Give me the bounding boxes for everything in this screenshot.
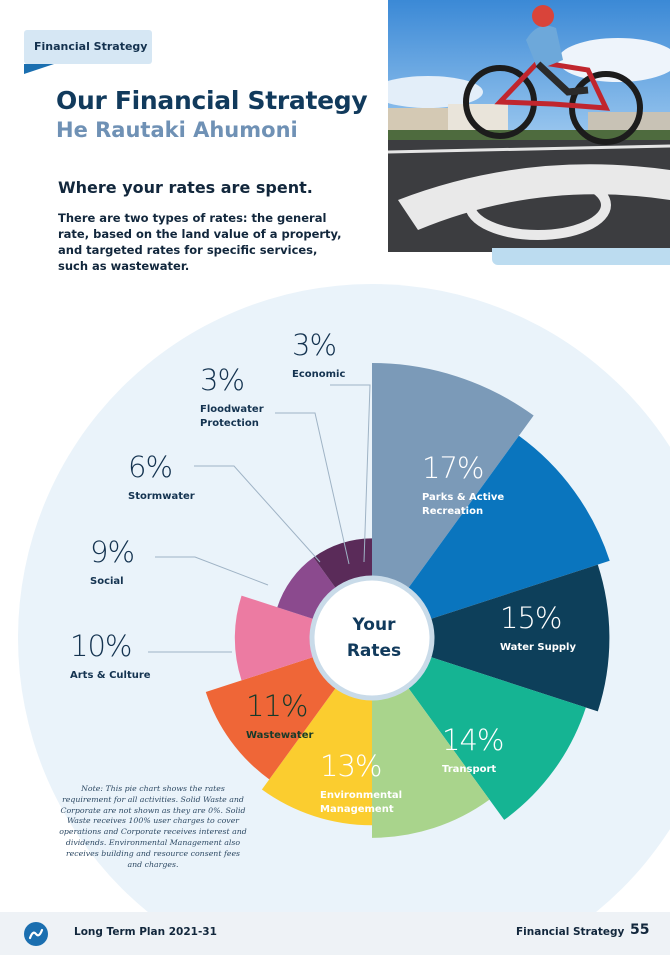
- slice-percent-stormwater: 6%: [128, 450, 172, 484]
- footer-section-title: Financial Strategy: [516, 926, 625, 938]
- slice-label-wastewater: Wastewater: [246, 730, 313, 741]
- page-number: 55: [630, 922, 650, 938]
- slice-label-stormwater: Stormwater: [128, 491, 195, 502]
- footer-plan-title: Long Term Plan 2021-31: [74, 926, 217, 938]
- slice-percent-environmental-management: 13%: [320, 749, 381, 783]
- chart-note: Note: This pie chart shows the rates req…: [59, 784, 247, 869]
- rates-pie-chart: Your Rates 17% Parks & Active Recreation 15…: [18, 284, 670, 912]
- slice-label-environmental-management: Environmental Management: [320, 790, 402, 815]
- slice-percent-wastewater: 11%: [246, 689, 307, 723]
- pie-slice-social: [205, 657, 336, 780]
- slice-percent-economic: 3%: [292, 328, 336, 362]
- slice-label-water-supply: Water Supply: [500, 642, 576, 653]
- slice-label-transport: Transport: [442, 764, 496, 775]
- pie-slice-floodwater-protection: [277, 557, 336, 619]
- pie-slice-arts-culture: [261, 688, 372, 826]
- leader-line-social: [155, 556, 269, 586]
- section-heading: Where your rates are spent.: [58, 178, 313, 197]
- slice-percent-transport: 14%: [442, 723, 503, 757]
- slice-percent-floodwater-protection: 3%: [200, 363, 244, 397]
- slice-percent-water-supply: 15%: [500, 601, 561, 635]
- section-tag-tail: [24, 64, 54, 74]
- slice-label-social: Social: [90, 576, 124, 587]
- pie-slice-water-supply: [408, 435, 610, 619]
- leader-line-stormwater: [194, 465, 321, 563]
- slice-percent-parks-active-recreation: 17%: [422, 451, 483, 485]
- section-tag-label: Financial Strategy: [24, 30, 152, 64]
- page-title-maori: He Rautaki Ahumoni: [56, 118, 298, 142]
- photo-accent-bar: [492, 248, 670, 265]
- pie-slice-transport: [430, 564, 610, 712]
- slice-percent-arts-culture: 10%: [70, 629, 131, 663]
- page-title: Our Financial Strategy: [56, 86, 368, 115]
- intro-paragraph: There are two types of rates: the genera…: [58, 211, 342, 273]
- slice-label-floodwater-protection: Floodwater Protection: [200, 404, 264, 429]
- center-label-line-2: Rates: [347, 641, 401, 661]
- slice-label-arts-culture: Arts & Culture: [70, 670, 151, 681]
- center-ring: [309, 575, 435, 701]
- slice-label-parks-active-recreation: Parks & Active Recreation: [422, 492, 504, 517]
- pie-slice-stormwater: [234, 595, 314, 681]
- leader-line-floodwater-protection: [275, 412, 350, 565]
- slice-percent-social: 9%: [90, 535, 134, 569]
- leader-line-economic: [330, 384, 371, 563]
- slice-label-economic: Economic: [292, 369, 345, 380]
- pie-slice-environmental-management: [408, 657, 586, 820]
- center-label-line-1: Your: [352, 615, 397, 635]
- cyclist-photo: [388, 0, 670, 252]
- pie-slice-economic: [313, 538, 372, 588]
- council-logo-icon: [24, 922, 48, 946]
- pie-slice-wastewater: [372, 688, 490, 838]
- page-footer: Long Term Plan 2021-31 Financial Strateg…: [0, 912, 670, 955]
- pie-slice-parks-active-recreation: [372, 363, 534, 588]
